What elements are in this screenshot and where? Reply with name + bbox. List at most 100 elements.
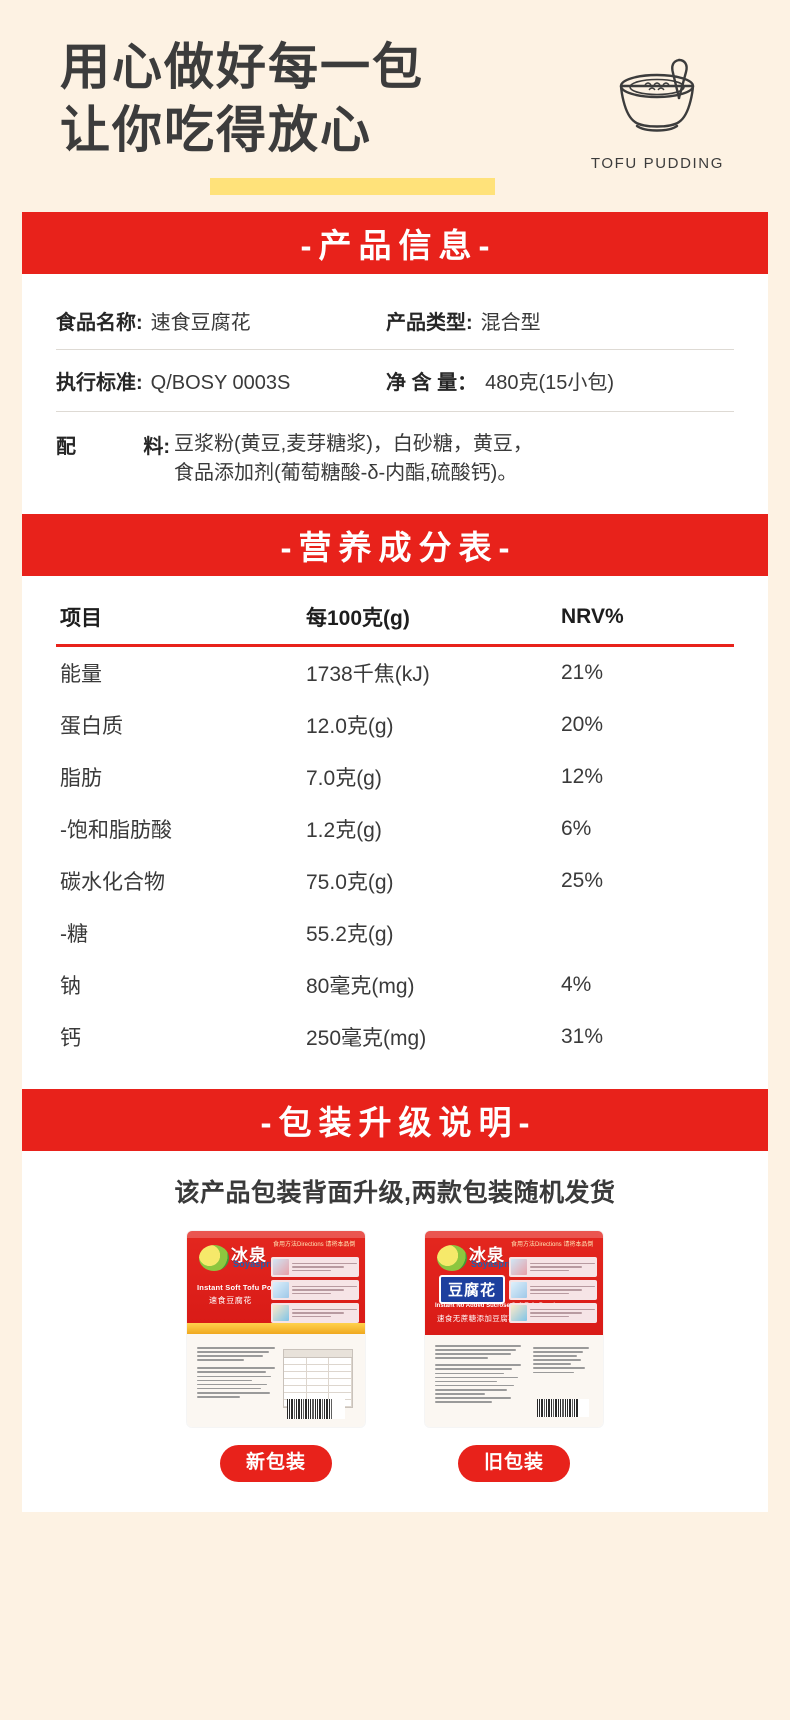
nutrition-header: -营养成分表- (22, 514, 768, 576)
ingredients-line-1: 豆浆粉(黄豆,麦芽糖浆)，白砂糖，黄豆， (174, 433, 533, 455)
package-directions-title: 食用方法Directions 请将本品倒 (511, 1242, 594, 1248)
step-text-lines (530, 1259, 595, 1275)
info-field-net-weight: 净 含 量： 480克(15小包) (386, 366, 614, 395)
packaging-header: -包装升级说明- (22, 1089, 768, 1151)
package-directions-title: 食用方法Directions 请将本品倒 (273, 1242, 356, 1248)
nutrient-name: -饱和脂肪酸 (60, 819, 172, 842)
direction-step (271, 1280, 359, 1300)
nutrient-nrv: 6% (561, 817, 592, 840)
product-info-title: -产品信息- (300, 227, 497, 264)
step-text-lines (530, 1305, 595, 1321)
nutrient-name: 能量 (60, 663, 102, 686)
headline-highlight (210, 178, 495, 195)
package-top-red-panel: 冰泉 Soyaspring 豆腐花 Instant No Added Sucro… (425, 1231, 603, 1335)
info-value: Q/BOSY 0003S (150, 372, 291, 394)
info-label: 净 含 量： (386, 372, 478, 394)
packaging-comparison: 冰泉 Soyaspring Instant Soft Tofu Powder 速… (42, 1231, 748, 1482)
nutrient-amount: 1.2克(g) (306, 819, 382, 842)
table-row: 蛋白质 12.0克(g) 20% (56, 699, 734, 751)
nutrient-amount: 80毫克(mg) (306, 975, 415, 998)
product-info-body: 食品名称: 速食豆腐花 产品类型: 混合型 执行标准: Q/BOSY 0003S… (22, 274, 768, 514)
brand-english-label: TOFU PUDDING (590, 155, 724, 172)
column-header-item: 项目 (56, 594, 306, 647)
step-text-lines (530, 1282, 595, 1298)
packaging-body: 该产品包装背面升级,两款包装随机发货 冰泉 Soyaspring Instant… (22, 1151, 768, 1512)
old-package-button[interactable]: 旧包装 (457, 1445, 570, 1482)
info-value: 480克(15小包) (485, 372, 615, 394)
nutrition-table-head: 项目 每100克(g) NRV% (56, 594, 734, 647)
ingredients-label-char-2: 料: (143, 436, 170, 458)
ingredients-text: 豆浆粉(黄豆,麦芽糖浆)，白砂糖，黄豆， 食品添加剂(葡萄糖酸-δ-内酯,硫酸钙… (174, 430, 533, 488)
column-header-per100g: 每100克(g) (306, 594, 561, 647)
package-product-title-badge: 豆腐花 (439, 1275, 506, 1304)
nutrient-amount: 75.0克(g) (306, 871, 394, 894)
info-value: 速食豆腐花 (150, 312, 251, 334)
new-package-button[interactable]: 新包装 (219, 1445, 332, 1482)
brand-mark: TOFU PUDDING (591, 52, 724, 172)
step-text-lines (292, 1305, 357, 1321)
package-directions-steps (271, 1257, 359, 1323)
brand-name-en: Soyaspring (233, 1259, 285, 1269)
package-product-name-en: Instant No Added Sucrose Soft Tofu Powde… (435, 1303, 561, 1309)
soyaspring-logo-icon (437, 1245, 467, 1271)
info-row: 执行标准: Q/BOSY 0003S 净 含 量： 480克(15小包) (56, 349, 734, 409)
nutrition-card: -营养成分表- 项目 每100克(g) NRV% 能量 1738千焦(kJ) 2… (22, 514, 768, 1089)
info-field-ingredients: 配 料: 豆浆粉(黄豆,麦芽糖浆)，白砂糖，黄豆， 食品添加剂(葡萄糖酸-δ-内… (56, 411, 734, 488)
nutrition-table-body: 能量 1738千焦(kJ) 21% 蛋白质 12.0克(g) 20% 脂肪 7.… (56, 646, 734, 1064)
package-back-text-block (197, 1347, 275, 1398)
info-row: 食品名称: 速食豆腐花 产品类型: 混合型 (56, 296, 734, 349)
nutrient-nrv: 21% (561, 661, 604, 684)
table-row: -糖 55.2克(g) (56, 907, 734, 959)
nutrient-amount: 1738千焦(kJ) (306, 663, 430, 686)
soyaspring-logo-icon (199, 1245, 229, 1271)
mini-table-head (284, 1350, 352, 1358)
table-row: 能量 1738千焦(kJ) 21% (56, 646, 734, 700)
info-label: 产品类型: (386, 312, 473, 334)
ingredients-line-2: 食品添加剂(葡萄糖酸-δ-内酯,硫酸钙)。 (174, 462, 518, 484)
package-barcode (537, 1399, 589, 1417)
brand-name-en: Soyaspring (471, 1259, 523, 1269)
package-seal (187, 1231, 365, 1238)
table-row: 钙 250毫克(mg) 31% (56, 1011, 734, 1063)
mini-table-row (284, 1386, 353, 1393)
table-row: 碳水化合物 75.0克(g) 25% (56, 855, 734, 907)
direction-step (509, 1280, 597, 1300)
packaging-card: -包装升级说明- 该产品包装背面升级,两款包装随机发货 冰泉 Soyasprin… (22, 1089, 768, 1512)
package-product-title-cn: 豆腐花 (448, 1282, 497, 1299)
nutrient-amount: 250毫克(mg) (306, 1027, 427, 1050)
step-text-lines (292, 1259, 357, 1275)
package-product-name-en: Instant Soft Tofu Powder (197, 1283, 290, 1292)
package-directions-steps (509, 1257, 597, 1323)
mini-table-row (284, 1372, 353, 1379)
product-info-card: -产品信息- 食品名称: 速食豆腐花 产品类型: 混合型 执行标准: Q/BOS… (22, 212, 768, 514)
nutrient-name: 钙 (60, 1027, 81, 1050)
ingredients-label-char-1: 配 (56, 436, 76, 458)
nutrient-name: -糖 (60, 923, 88, 946)
nutrient-amount: 55.2克(g) (306, 923, 394, 946)
step-text-lines (292, 1282, 357, 1298)
info-value: 混合型 (480, 312, 541, 334)
info-label: 食品名称: (56, 312, 143, 334)
package-back-text-block (435, 1345, 521, 1403)
nutrient-name: 脂肪 (60, 767, 102, 790)
table-row: 钠 80毫克(mg) 4% (56, 959, 734, 1011)
page-header: 用心做好每一包 让你吃得放心 TOFU PUDD (0, 0, 790, 212)
headline-line-2: 让你吃得放心 (60, 102, 372, 158)
nutrient-nrv: 4% (561, 973, 592, 996)
table-row: -饱和脂肪酸 1.2克(g) 6% (56, 803, 734, 855)
nutrient-name: 碳水化合物 (60, 871, 165, 894)
info-field-product-name: 食品名称: 速食豆腐花 (56, 306, 386, 335)
nutrient-amount: 12.0克(g) (306, 715, 394, 738)
step-illustration-icon (511, 1259, 527, 1275)
mini-table-row (284, 1379, 353, 1386)
info-label: 执行标准: (56, 372, 143, 394)
packaging-option-old: 冰泉 Soyaspring 豆腐花 Instant No Added Sucro… (425, 1231, 603, 1482)
direction-step (271, 1303, 359, 1323)
step-illustration-icon (273, 1305, 289, 1321)
package-manufacturer-text-block (533, 1347, 589, 1374)
package-barcode (287, 1399, 345, 1419)
packaging-note: 该产品包装背面升级,两款包装随机发货 (174, 1179, 616, 1207)
info-field-standard: 执行标准: Q/BOSY 0003S (56, 366, 386, 395)
packaging-title: -包装升级说明- (260, 1104, 537, 1141)
